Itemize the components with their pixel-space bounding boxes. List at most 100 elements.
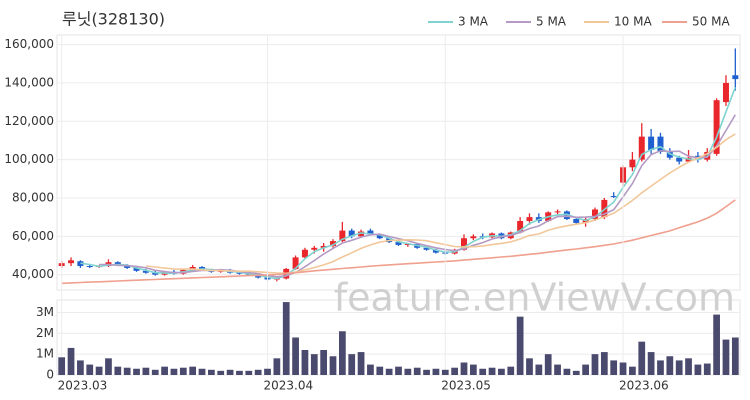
volume-bar [731,337,739,375]
y-tick-label: 60,000 [12,229,54,243]
candle-body [68,260,75,264]
volume-bar [208,369,215,375]
y-tick-label: 140,000 [4,75,54,89]
volume-bar [404,368,412,375]
volume-bar [694,364,702,375]
candle-body [591,209,598,220]
candle-body [142,270,149,273]
y-tick-label: 40,000 [12,267,54,281]
volume-bar [713,314,720,375]
y-tick-label: 2M [36,326,54,340]
candle-body [657,136,664,152]
y-tick-label: 1M [36,347,54,361]
volume-bar [647,352,655,375]
candle-body [330,241,337,246]
volume-bar [348,354,356,375]
volume-bar [629,366,636,375]
volume-bar [67,347,75,375]
candle-body [526,217,533,221]
candle-body [311,247,318,250]
candle-body [470,236,477,239]
y-tick-label: 100,000 [4,152,54,166]
volume-bar [142,367,150,375]
candle-body [423,247,430,250]
candle-body [404,243,411,245]
volume-bar [413,367,421,375]
legend-label: 50 MA [692,15,730,29]
legend-label: 3 MA [458,15,489,29]
volume-bar [179,367,187,375]
candle-body [732,75,739,80]
volume-bar [114,366,122,375]
volume-bar [198,368,206,375]
candle-body [376,234,383,239]
y-tick-label: 80,000 [12,190,54,204]
volume-bar [516,316,524,375]
volume-bar [451,367,459,375]
volume-bar [86,364,94,375]
volume-bar [507,366,515,375]
volume-bar [498,368,505,375]
x-tick-label: 2023.04 [264,379,314,393]
volume-bar [582,364,589,375]
volume-bar [432,368,440,375]
volume-bar [310,354,318,375]
volume-bar [329,356,337,375]
volume-bar [77,360,84,375]
watermark: feature.enViewV.com [334,276,735,320]
volume-bar [460,362,468,375]
volume-bar [526,358,533,375]
y-tick-label: 0 [46,368,54,382]
candle-body [517,220,524,233]
volume-bar [357,352,365,375]
volume-bar [722,339,730,375]
candle-body [320,245,327,248]
volume-bar [105,358,112,375]
volume-bar [376,366,384,375]
candle-body [713,100,720,154]
candle-body [348,230,355,237]
candle-body [367,230,374,235]
candle-body [554,211,561,213]
volume-bar [638,341,646,375]
volume-bar [441,369,449,375]
volume-bar [535,364,543,375]
volume-bar [301,350,309,375]
volume-bar [572,370,580,375]
candle-body [358,231,365,237]
candle-body [629,159,636,168]
candle-body [722,82,729,103]
legend-label: 5 MA [536,15,567,29]
y-tick-label: 160,000 [4,37,54,51]
volume-bar [189,366,197,375]
volume-bar [591,354,599,375]
volume-bar [292,337,299,375]
ma-line [145,133,736,275]
volume-bar [395,366,402,375]
volume-bar [685,358,692,375]
candle-body [236,272,243,274]
y-tick-label: 3M [36,305,54,319]
candle-body [666,151,673,158]
candle-body [395,242,402,245]
volume-bar [226,369,234,375]
y-tick-label: 120,000 [4,114,54,128]
x-tick-label: 2023.03 [58,379,108,393]
volume-bar [469,364,477,375]
volume-bar [161,366,168,375]
candle-body [460,238,467,250]
volume-bar [236,370,243,375]
candle-body [573,219,580,223]
candle-body [133,267,140,271]
volume-bar [254,369,262,375]
price-panel [56,34,741,291]
candle-body [339,230,346,242]
candle-body [152,272,159,275]
candle-body [432,249,439,253]
volume-bar [264,368,271,375]
volume-bar [367,364,374,375]
x-tick-label: 2023.05 [441,379,491,393]
legend-label: 10 MA [614,15,652,29]
volume-bar [675,360,683,375]
